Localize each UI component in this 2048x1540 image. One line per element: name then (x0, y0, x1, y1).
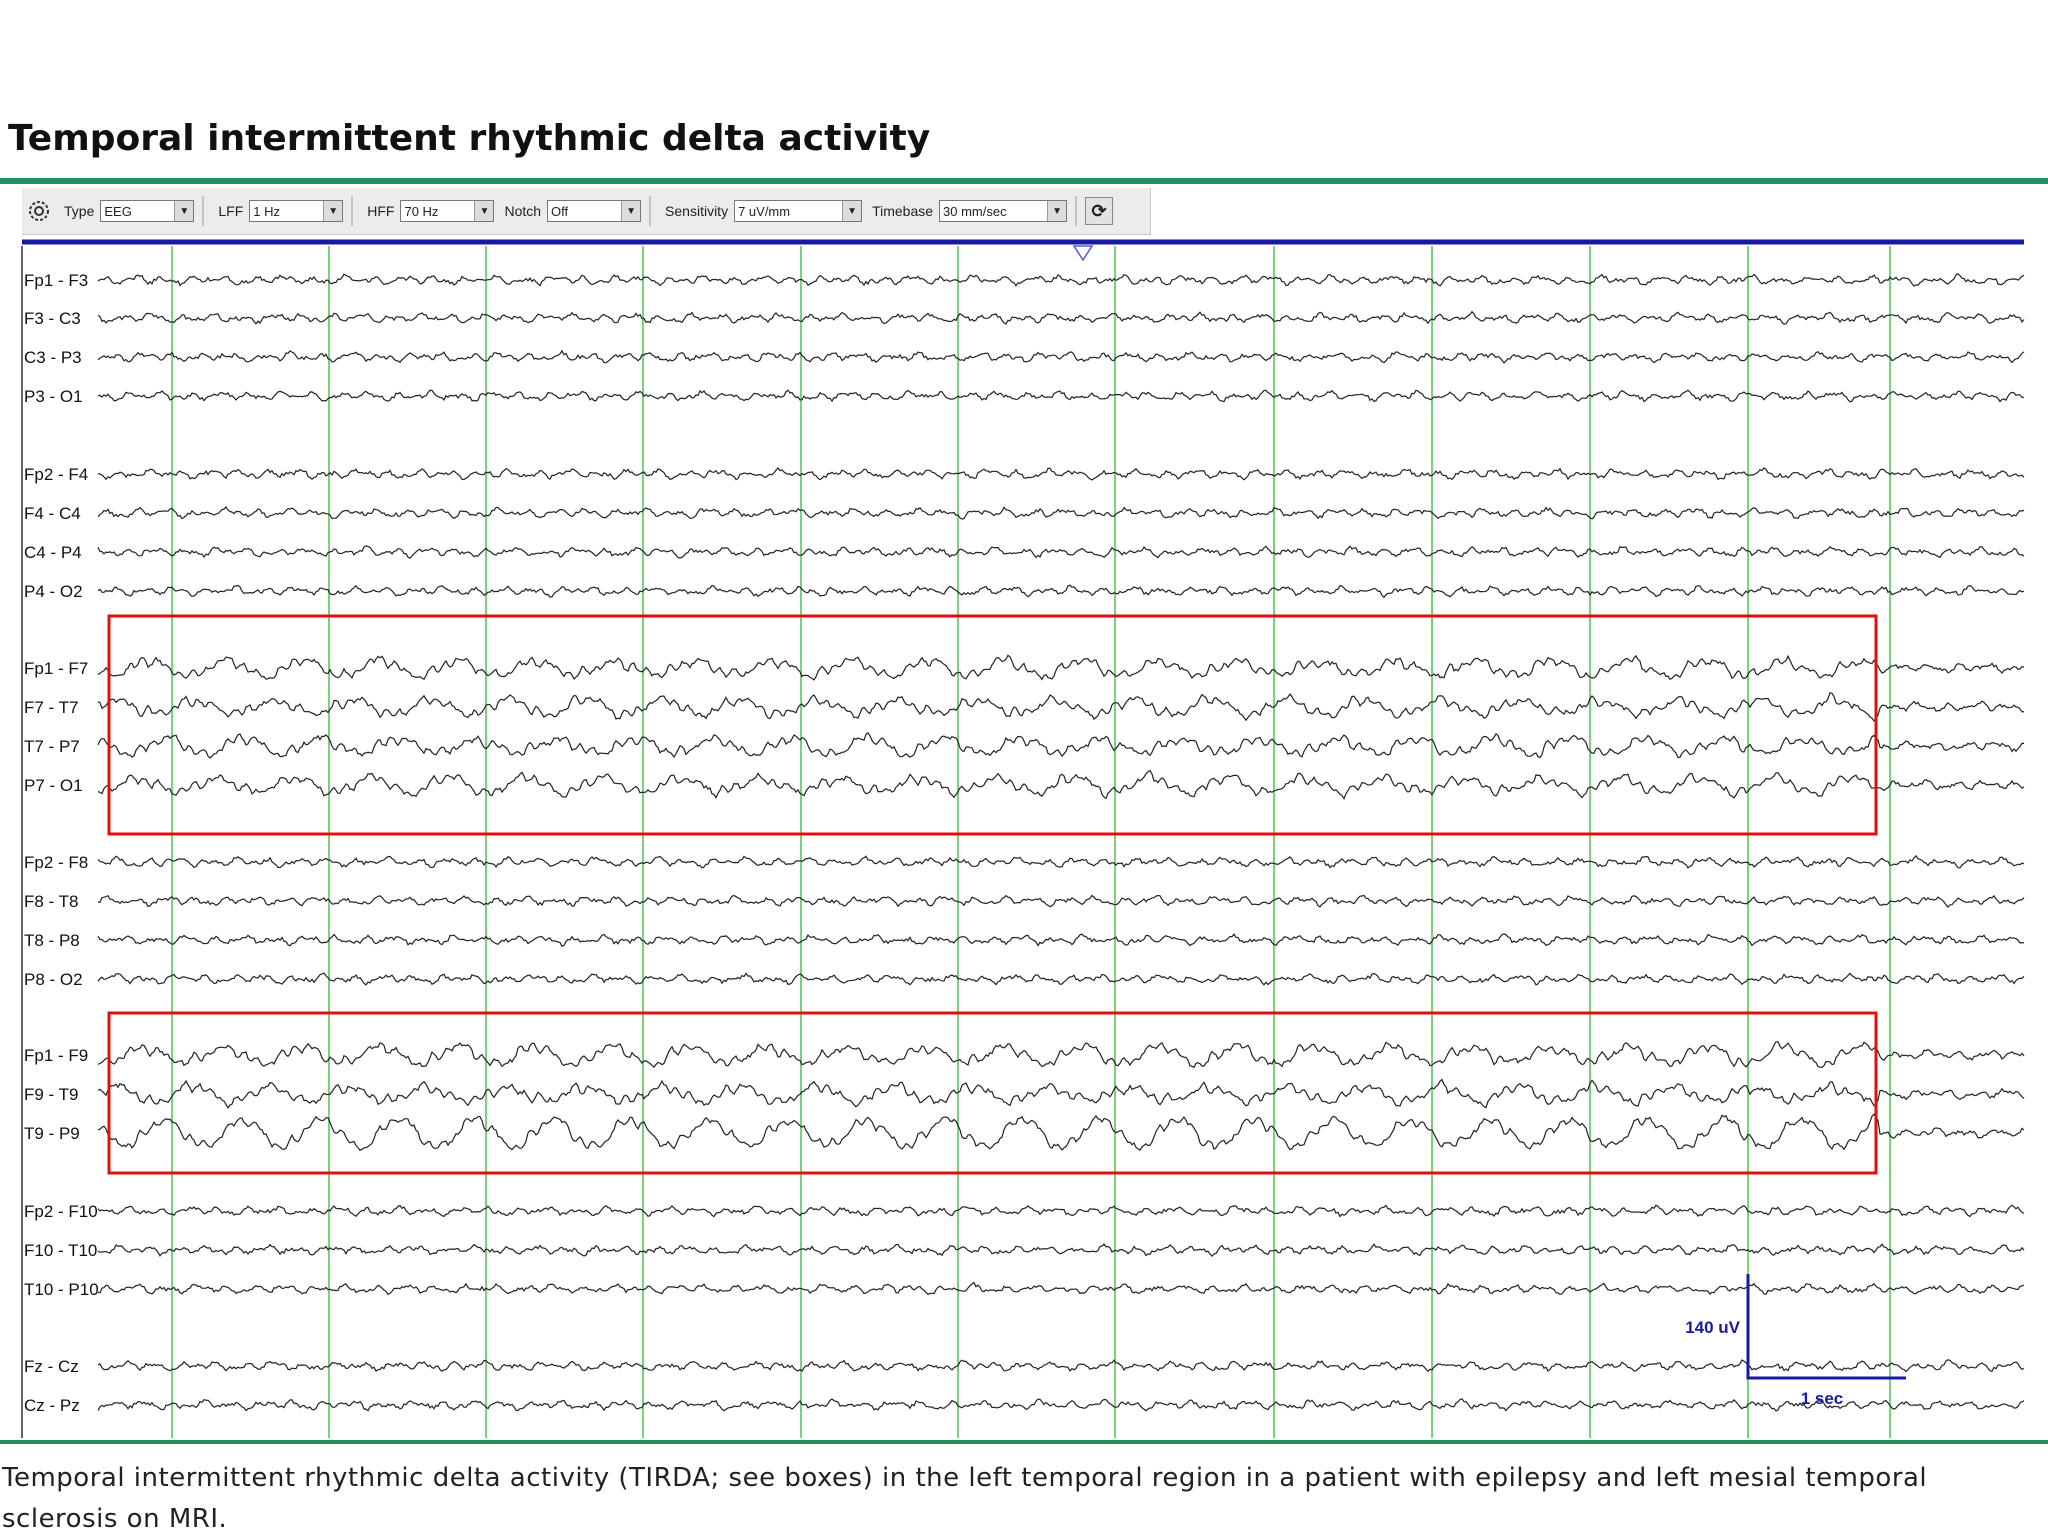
eeg-trace (97, 894, 2025, 909)
chevron-down-icon: ▼ (1047, 201, 1067, 221)
type-select[interactable]: EEG ▼ (100, 200, 195, 222)
hff-value: 70 Hz (404, 203, 439, 219)
channel-label: F9 - T9 (24, 1085, 78, 1104)
eeg-trace (98, 389, 2025, 403)
eeg-trace (97, 1204, 2025, 1218)
calibration-scale: 140 uV 1 sec (1685, 1274, 1906, 1408)
eeg-trace (97, 1041, 2025, 1069)
eeg-traces (97, 273, 2025, 1412)
channel-label: F3 - C3 (24, 309, 81, 328)
channel-label: Fp1 - F7 (24, 659, 88, 678)
highlight-boxes (107, 614, 1878, 1175)
channel-label: P3 - O1 (24, 387, 83, 406)
toolbar-divider (351, 196, 354, 226)
sensitivity-select[interactable]: 7 uV/mm ▼ (734, 200, 863, 222)
channel-label: F10 - T10 (24, 1241, 97, 1260)
channel-label: P8 - O2 (24, 970, 83, 989)
eeg-trace (97, 505, 2025, 520)
figure-caption: Temporal intermittent rhythmic delta act… (2, 1463, 1928, 1534)
channel-label: F7 - T7 (24, 698, 78, 717)
amplitude-scale-label: 140 uV (1685, 1318, 1740, 1337)
eeg-trace (97, 854, 2025, 869)
sensitivity-label: Sensitivity (665, 203, 729, 219)
eeg-montage-view: Fp1 - F3 F3 - C3 C3 - P3 P3 - O1 Fp2 - F4 F4 … (0, 239, 2048, 1444)
toolbar-divider (1075, 196, 1078, 226)
eeg-trace (97, 1078, 2025, 1109)
channel-label: T7 - P7 (24, 737, 80, 756)
channel-label: C4 - P4 (24, 543, 82, 562)
channel-label: F8 - T8 (24, 892, 78, 911)
eeg-trace (97, 467, 2025, 481)
channel-label: Fp2 - F4 (24, 465, 88, 484)
lff-value: 1 Hz (253, 203, 280, 219)
hff-select[interactable]: 70 Hz ▼ (400, 200, 495, 222)
sensitivity-value: 7 uV/mm (738, 203, 791, 219)
channel-label: Fp1 - F9 (24, 1046, 88, 1065)
type-label: Type (64, 203, 95, 219)
eeg-trace (97, 933, 2025, 948)
type-value: EEG (104, 203, 132, 219)
lff-label: LFF (218, 203, 244, 219)
eeg-trace (97, 310, 2025, 325)
chevron-down-icon: ▼ (323, 201, 343, 221)
chevron-down-icon: ▼ (474, 201, 494, 221)
eeg-trace (97, 972, 2025, 986)
eeg-trace (97, 273, 2025, 287)
chevron-down-icon: ▼ (174, 201, 194, 221)
channel-labels: Fp1 - F3 F3 - C3 C3 - P3 P3 - O1 Fp2 - F4 F4 … (24, 271, 99, 1415)
eeg-trace (97, 1398, 2025, 1412)
timebase-label: Timebase (872, 203, 934, 219)
eeg-trace (97, 1359, 2025, 1373)
lff-select[interactable]: 1 Hz ▼ (249, 200, 344, 222)
eeg-trace (97, 1281, 2025, 1296)
eeg-trace (97, 1243, 2025, 1257)
eeg-trace (97, 349, 2025, 364)
hff-label: HFF (367, 203, 395, 219)
channel-label: Fp2 - F8 (24, 853, 88, 872)
channel-label: P7 - O1 (24, 776, 83, 795)
channel-label: Fp2 - F10 (24, 1202, 98, 1221)
channel-label: T10 - P10 (24, 1280, 99, 1299)
eeg-trace (97, 545, 2025, 559)
title-divider (0, 178, 2048, 184)
timebase-select[interactable]: 30 mm/sec ▼ (939, 200, 1068, 222)
eeg-toolbar: Type EEG ▼ LFF 1 Hz ▼ HFF 70 Hz ▼ Notch … (22, 188, 1151, 235)
eeg-trace (97, 654, 2025, 681)
channel-label: C3 - P3 (24, 348, 82, 367)
playhead-marker-icon[interactable] (1072, 245, 1094, 262)
channel-label: Fp1 - F3 (24, 271, 88, 290)
time-gridlines (21, 246, 1891, 1438)
timebase-value: 30 mm/sec (943, 203, 1007, 219)
channel-label: Fz - Cz (24, 1357, 79, 1376)
eeg-trace (97, 731, 2025, 759)
channel-label: P4 - O2 (24, 582, 83, 601)
channel-label: F4 - C4 (24, 504, 81, 523)
notch-label: Notch (504, 203, 542, 219)
time-scale-label: 1 sec (1801, 1389, 1844, 1408)
highlight-box-left-subtemporal-chain (107, 1011, 1878, 1175)
chevron-down-icon: ▼ (842, 201, 862, 221)
page-title: Temporal intermittent rhythmic delta act… (8, 118, 931, 159)
toolbar-divider (649, 196, 652, 226)
notch-value: Off (551, 203, 569, 219)
channel-label: T9 - P9 (24, 1124, 80, 1143)
eeg-trace (97, 769, 2025, 801)
toolbar-divider (202, 196, 205, 226)
highlight-box-left-temporal-chain (107, 614, 1878, 836)
notch-select[interactable]: Off ▼ (547, 200, 642, 222)
timeline-bar[interactable] (22, 239, 2024, 262)
refresh-icon[interactable]: ⟳ (1085, 197, 1114, 225)
eeg-trace (97, 1113, 2025, 1152)
chevron-down-icon: ▼ (621, 201, 641, 221)
channel-label: Cz - Pz (24, 1396, 80, 1415)
eeg-trace (97, 584, 2025, 599)
scale-bar-lines (1746, 1274, 1906, 1380)
gear-icon[interactable] (26, 198, 52, 224)
channel-label: T8 - P8 (24, 931, 80, 950)
eeg-trace (97, 692, 2025, 722)
